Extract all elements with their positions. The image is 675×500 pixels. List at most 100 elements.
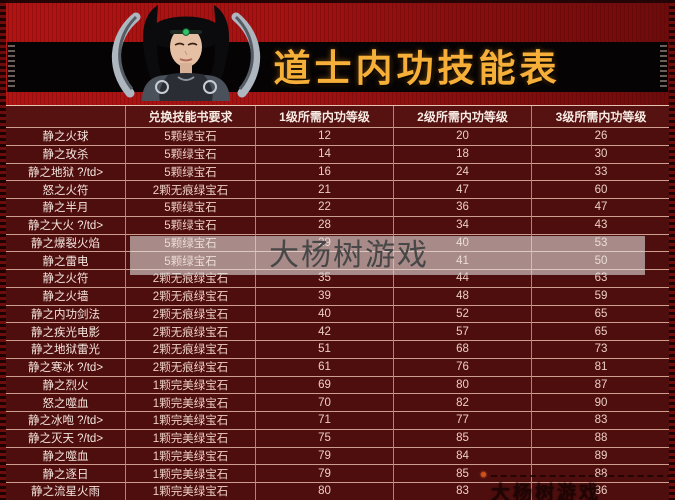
bottom-right-watermark-text: 大杨树游戏 (491, 483, 602, 500)
bottom-right-watermark: 大杨树游戏 (481, 472, 673, 500)
spark-icon (481, 472, 486, 477)
skill-name-cell: 静之烈火 (6, 376, 126, 395)
skill-name-cell: 静之灭天 ?/td> (6, 429, 126, 448)
dashed-line (491, 475, 673, 477)
taoist-heroine-portrait-icon (98, 3, 273, 101)
skill-table: 兑换技能书要求 1级所需内功等级 2级所需内功等级 3级所需内功等级 静之火球 5颗绿宝石… (5, 105, 670, 500)
table-row: 静之地狱 ?/td> 5颗绿宝石 16 24 33 (6, 163, 670, 182)
level-value-cell: 84 (394, 447, 532, 466)
page-title: 道士内功技能表 (273, 46, 561, 90)
level-value-cell: 65 (532, 323, 670, 341)
gem-requirement-cell: 2颗无痕绿宝石 (126, 323, 256, 341)
level-value-cell: 79 (256, 465, 394, 483)
skill-name-cell: 静之火符 (6, 270, 126, 288)
table-row: 静之火球 5颗绿宝石 12 20 26 (6, 128, 670, 146)
gem-requirement-cell: 2颗无痕绿宝石 (126, 341, 256, 359)
level-value-cell: 87 (532, 377, 670, 395)
level-value-cell: 68 (394, 341, 532, 359)
gem-requirement-cell: 5颗绿宝石 (126, 199, 256, 217)
skill-name-cell: 怒之噬血 (6, 394, 126, 412)
level-value-cell: 48 (394, 287, 532, 306)
table-row: 静之噬血 1颗完美绿宝石 79 84 89 (6, 447, 670, 466)
skill-name-cell: 静之寒冰 ?/td> (6, 358, 126, 377)
header-cell: 兑换技能书要求 (126, 106, 256, 128)
level-value-cell: 52 (394, 305, 532, 324)
table-row: 静之冰咆 ?/td> 1颗完美绿宝石 71 77 83 (6, 412, 670, 430)
level-value-cell: 44 (394, 270, 532, 288)
level-value-cell: 90 (532, 394, 670, 412)
table-header-row: 兑换技能书要求 1级所需内功等级 2级所需内功等级 3级所需内功等级 (6, 106, 670, 128)
level-value-cell: 59 (532, 288, 670, 306)
level-value-cell: 47 (532, 199, 670, 217)
level-value-cell: 12 (256, 128, 394, 146)
skill-name-cell: 静之雷电 (6, 252, 126, 270)
level-value-cell: 73 (532, 341, 670, 359)
gem-requirement-cell: 5颗绿宝石 (126, 128, 256, 146)
level-value-cell: 76 (394, 358, 532, 377)
table-row: 怒之火符 2颗无痕绿宝石 21 47 60 (6, 181, 670, 199)
table-row: 静之疾光电影 2颗无痕绿宝石 42 57 65 (6, 323, 670, 341)
skill-name-cell: 静之内功剑法 (6, 305, 126, 324)
skill-name-cell: 静之逐日 (6, 465, 126, 483)
header-cell: 3级所需内功等级 (532, 106, 670, 128)
skill-name-cell: 怒之火符 (6, 181, 126, 199)
level-value-cell: 43 (532, 217, 670, 235)
level-value-cell: 42 (256, 323, 394, 341)
level-value-cell: 34 (394, 216, 532, 235)
gem-requirement-cell: 5颗绿宝石 (126, 145, 256, 164)
level-value-cell: 24 (394, 163, 532, 182)
level-value-cell: 85 (394, 465, 532, 483)
table-row: 怒之噬血 1颗完美绿宝石 70 82 90 (6, 394, 670, 412)
skill-name-cell: 静之半月 (6, 199, 126, 217)
gem-requirement-cell: 2颗无痕绿宝石 (126, 287, 256, 306)
header-cell (6, 106, 126, 128)
skill-name-cell: 静之火球 (6, 128, 126, 146)
table-row: 静之地狱雷光 2颗无痕绿宝石 51 68 73 (6, 341, 670, 359)
frame-top-edge (0, 0, 675, 3)
gem-requirement-cell: 1颗完美绿宝石 (126, 483, 256, 500)
level-value-cell: 83 (532, 412, 670, 430)
level-value-cell: 70 (256, 394, 394, 412)
frame-left-edge (0, 0, 6, 500)
table-row: 静之火符 2颗无痕绿宝石 35 44 63 (6, 270, 670, 288)
level-value-cell: 63 (532, 270, 670, 288)
level-value-cell: 81 (532, 359, 670, 377)
level-value-cell: 75 (256, 429, 394, 448)
header-cell: 1级所需内功等级 (256, 106, 394, 128)
gem-requirement-cell: 5颗绿宝石 (126, 163, 256, 182)
skill-name-cell: 静之玫杀 (6, 145, 126, 164)
table-row: 静之大火 ?/td> 5颗绿宝石 28 34 43 (6, 216, 670, 235)
skill-name-cell: 静之冰咆 ?/td> (6, 412, 126, 430)
skill-name-cell: 静之地狱雷光 (6, 341, 126, 359)
skill-name-cell: 静之流星火雨 (6, 483, 126, 500)
frame-right-edge (669, 0, 675, 500)
level-value-cell: 28 (256, 216, 394, 235)
table-row: 静之逐日 1颗完美绿宝石 79 85 88 (6, 465, 670, 483)
skill-name-cell: 静之火墙 (6, 287, 126, 306)
level-value-cell: 35 (256, 270, 394, 288)
level-value-cell: 69 (256, 376, 394, 395)
table-row: 静之内功剑法 2颗无痕绿宝石 40 52 65 (6, 305, 670, 324)
table-row: 静之烈火 1颗完美绿宝石 69 80 87 (6, 376, 670, 395)
level-value-cell: 65 (532, 306, 670, 324)
level-value-cell: 85 (394, 429, 532, 448)
level-value-cell: 22 (256, 199, 394, 217)
skill-name-cell: 静之大火 ?/td> (6, 216, 126, 235)
level-value-cell: 18 (394, 145, 532, 164)
table-row: 静之半月 5颗绿宝石 22 36 47 (6, 199, 670, 217)
level-value-cell: 51 (256, 341, 394, 359)
level-value-cell: 40 (256, 305, 394, 324)
gem-requirement-cell: 2颗无痕绿宝石 (126, 358, 256, 377)
level-value-cell: 79 (256, 447, 394, 466)
skill-name-cell: 静之噬血 (6, 447, 126, 466)
gem-requirement-cell: 2颗无痕绿宝石 (126, 270, 256, 288)
header-cell: 2级所需内功等级 (394, 106, 532, 128)
table-row: 静之流星火雨 1颗完美绿宝石 80 83 86 (6, 483, 670, 500)
level-value-cell: 47 (394, 181, 532, 199)
gem-requirement-cell: 1颗完美绿宝石 (126, 376, 256, 395)
gem-requirement-cell: 2颗无痕绿宝石 (126, 305, 256, 324)
level-value-cell: 30 (532, 146, 670, 164)
level-value-cell: 20 (394, 128, 532, 146)
level-value-cell: 80 (394, 376, 532, 395)
